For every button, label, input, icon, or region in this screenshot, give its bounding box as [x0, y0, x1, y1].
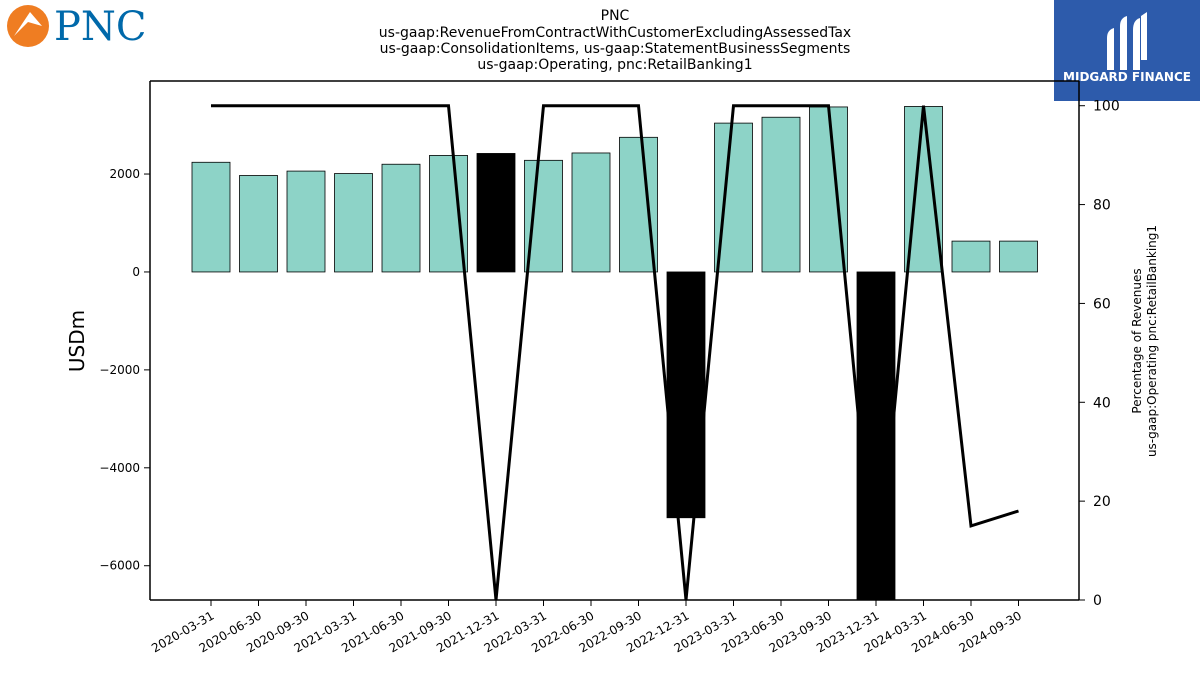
bar-2024-09-30	[999, 240, 1038, 273]
y-axis-label: USDm	[65, 310, 89, 372]
y2-tick-label: 80	[1093, 198, 1111, 214]
y2-tick-label: 100	[1093, 99, 1120, 115]
bar-2020-09-30	[286, 170, 326, 273]
y2-tick-label: 60	[1093, 296, 1111, 312]
line-layer	[210, 104, 1019, 601]
y-tick-label: −2000	[99, 363, 140, 377]
bar-2020-06-30	[239, 175, 278, 273]
bar-2020-03-31	[191, 161, 231, 273]
bar-2023-06-30	[761, 116, 801, 273]
bars-layer	[191, 106, 1038, 601]
midgard-logo-mark-icon	[1107, 12, 1147, 70]
y-tick-label: 0	[132, 265, 140, 279]
y-tick-label: −4000	[99, 461, 140, 475]
bar-2022-03-31	[524, 159, 563, 273]
y2-axis-label-line-2: us-gaap:Operating pnc:RetailBanking1	[1145, 225, 1159, 457]
bar-2021-06-30	[381, 163, 421, 273]
pnc-logo-mark-icon	[7, 5, 49, 47]
pnc-logo-word: PNC	[54, 4, 147, 50]
title-line-3: us-gaap:ConsolidationItems, us-gaap:Stat…	[380, 41, 851, 57]
pnc-logo: PNC	[7, 4, 147, 50]
title-line-4: us-gaap:Operating, pnc:RetailBanking1	[477, 57, 752, 73]
y2-axis-label-line-1: Percentage of Revenues	[1130, 268, 1144, 413]
bar-2021-12-31	[476, 153, 516, 273]
midgard-logo: MIDGARD FINANCE	[1054, 0, 1200, 101]
y2-tick-label: 20	[1093, 494, 1111, 510]
bar-2022-06-30	[571, 152, 611, 273]
bar-2022-12-31	[666, 271, 706, 519]
percentage-line	[211, 104, 1019, 601]
title-line-2: us-gaap:RevenueFromContractWithCustomerE…	[379, 25, 851, 41]
y2-tick-label: 40	[1093, 395, 1111, 411]
y-tick-label: 2000	[109, 167, 140, 181]
bar-2021-03-31	[334, 173, 373, 273]
chart-title: PNC us-gaap:RevenueFromContractWithCusto…	[379, 8, 851, 73]
bar-2023-12-31	[856, 271, 896, 601]
bar-2024-06-30	[951, 240, 991, 273]
y-tick-label: −6000	[99, 559, 140, 573]
y2-tick-label: 0	[1093, 593, 1102, 609]
midgard-logo-text: MIDGARD FINANCE	[1063, 70, 1191, 84]
title-line-1: PNC	[601, 8, 630, 24]
pnc-logo-triangle-icon	[14, 12, 42, 36]
